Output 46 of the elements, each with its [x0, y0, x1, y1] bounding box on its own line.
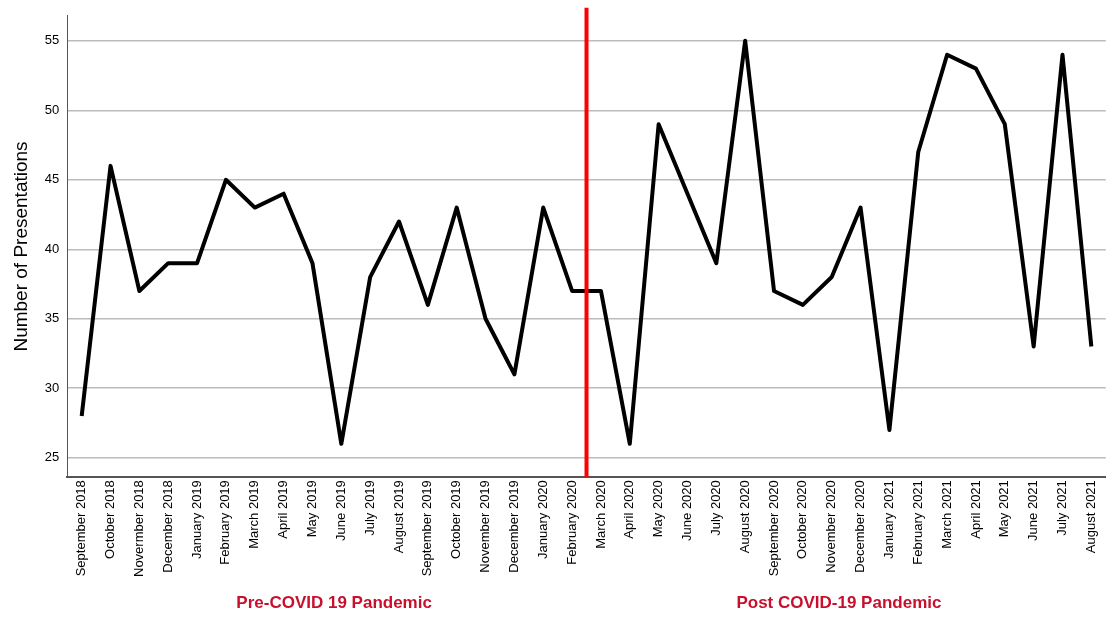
x-tick-label: January 2020 [534, 480, 550, 559]
text: Pre-COVID 19 Pandemic [236, 593, 432, 612]
x-tick-label: July 2019 [361, 480, 377, 536]
x-tick-label: May 2021 [996, 480, 1012, 538]
y-tick-label: 30 [44, 379, 60, 395]
x-tick-label: January 2019 [188, 480, 204, 559]
x-tick-label: February 2021 [909, 480, 925, 565]
x-tick-label: Novermber 2018 [130, 480, 146, 577]
x-tick-label: December 2019 [505, 480, 521, 573]
x-tick-label: November 2020 [823, 480, 839, 573]
y-tick-label: 35 [44, 310, 60, 326]
x-tick-label: April 2021 [967, 480, 983, 539]
x-tick-label: March 2021 [938, 480, 954, 549]
y-tick-label: 45 [44, 171, 60, 187]
x-tick-label: June 2019 [332, 480, 348, 541]
x-tick-label: October 2018 [102, 480, 118, 559]
x-tick-label: January 2021 [880, 480, 896, 559]
x-tick-label: March 2020 [592, 480, 608, 549]
x-tick-label: February 2019 [217, 480, 233, 565]
x-tick-label: August 2021 [1082, 480, 1098, 554]
x-tick-label: December 2018 [159, 480, 175, 573]
x-tick-label: April 2020 [621, 480, 637, 539]
x-tick-label: September 2019 [419, 480, 435, 577]
x-tick-label: May 2020 [650, 480, 666, 538]
x-tick-label: October 2020 [794, 480, 810, 559]
x-tick-label: June 2021 [1025, 480, 1041, 541]
x-tick-label: May 2019 [304, 480, 320, 538]
text: Post COVID-19 Pandemic [736, 593, 942, 612]
x-tick-label: July 2021 [1054, 480, 1070, 536]
x-tick-label: June 2020 [679, 480, 695, 541]
y-tick-label: 40 [44, 240, 60, 256]
y-tick-label: 25 [44, 449, 60, 465]
x-tick-label: February 2020 [563, 480, 579, 565]
y-axis-title: Number of Presentations [9, 141, 31, 352]
x-tick-label: August 2020 [736, 480, 752, 554]
x-tick-label: December 2020 [852, 480, 868, 573]
y-tick-label: 50 [44, 101, 60, 117]
x-tick-label: September 2020 [765, 480, 781, 577]
x-tick-label: April 2019 [275, 480, 291, 539]
x-tick-label: July 2020 [707, 480, 723, 536]
x-tick-label: September 2018 [73, 480, 89, 577]
x-tick-label: March 2019 [246, 480, 262, 549]
x-tick-label: October 2019 [448, 480, 464, 559]
y-tick-label: 55 [44, 32, 60, 48]
x-tick-label: August 2019 [390, 480, 406, 554]
x-tick-label: November 2019 [477, 480, 493, 573]
